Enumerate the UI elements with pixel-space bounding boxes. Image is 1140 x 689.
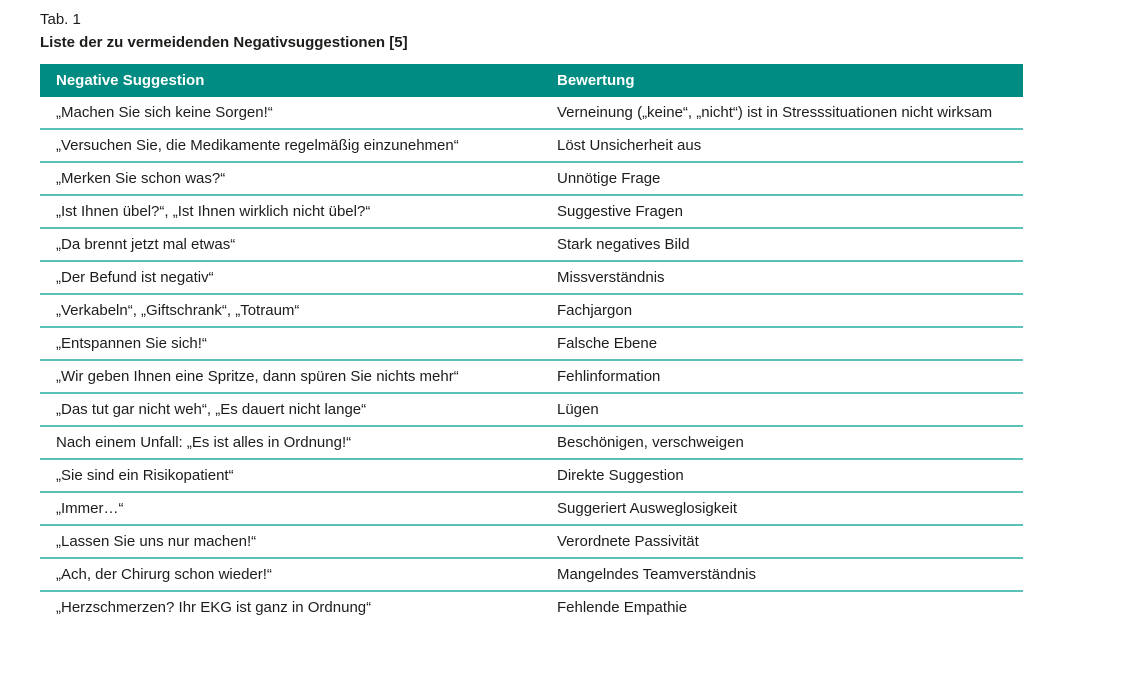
table-row: „Herzschmerzen? Ihr EKG ist ganz in Ordn…: [40, 591, 1023, 623]
table-title: Liste der zu vermeidenden Negativsuggest…: [40, 34, 408, 51]
bewertung-cell: Missverständnis: [557, 261, 1023, 295]
suggestion-cell: „Versuchen Sie, die Medikamente regelmäß…: [40, 129, 557, 163]
table-row: „Der Befund ist negativ“ Missverständnis: [40, 261, 1023, 295]
bewertung-cell: Direkte Suggestion: [557, 459, 1023, 493]
page: Tab. 1 Liste der zu vermeidenden Negativ…: [40, 8, 1023, 623]
bewertung-cell: Mangelndes Teamverständnis: [557, 558, 1023, 592]
bewertung-cell: Verordnete Passivität: [557, 525, 1023, 559]
table-row: „Lassen Sie uns nur machen!“ Verordnete P…: [40, 525, 1023, 559]
table-row: „Verkabeln“, „Giftschrank“, „Totraum“ Fac…: [40, 294, 1023, 328]
suggestion-cell: „Das tut gar nicht weh“, „Es dauert nich…: [40, 393, 557, 427]
suggestion-cell: „Lassen Sie uns nur machen!“: [40, 525, 557, 559]
bewertung-cell: Fehlinformation: [557, 360, 1023, 394]
bewertung-cell: Löst Unsicherheit aus: [557, 129, 1023, 163]
table-header-row: Negative Suggestion Bewertung: [40, 64, 1023, 97]
table-row: „Wir geben Ihnen eine Spritze, dann spür…: [40, 360, 1023, 394]
suggestion-cell: „Ach, der Chirurg schon wieder!“: [40, 558, 557, 592]
table-number: Tab. 1: [40, 11, 81, 28]
suggestion-cell: „Herzschmerzen? Ihr EKG ist ganz in Ordn…: [56, 599, 372, 616]
suggestion-cell: „Ist Ihnen übel?“, „Ist Ihnen wirklich n…: [40, 195, 557, 229]
suggestion-cell: „Wir geben Ihnen eine Spritze, dann spür…: [40, 360, 557, 394]
table-row: „Ach, der Chirurg schon wieder!“ Mangelnd…: [40, 558, 1023, 592]
bewertung-cell: Lügen: [557, 393, 1023, 427]
bewertung-cell: Verneinung („keine“, „nicht“) ist in Str…: [557, 97, 1023, 130]
table-row: „Immer…“ Suggeriert Ausweglosigkeit: [40, 492, 1023, 526]
table-row: „Entspannen Sie sich!“ Falsche Ebene: [40, 327, 1023, 361]
column-header-bewertung: Bewertung: [557, 64, 1023, 97]
bewertung-cell: Suggestive Fragen: [557, 195, 1023, 229]
suggestion-cell: „Immer…“: [40, 492, 557, 526]
table-caption: Tab. 1 Liste der zu vermeidenden Negativ…: [40, 8, 1023, 54]
bewertung-cell: Fachjargon: [557, 294, 1023, 328]
table-row: „Da brennt jetzt mal etwas“ Stark negativ…: [40, 228, 1023, 262]
table-row: Nach einem Unfall: „Es ist alles in Ordn…: [40, 426, 1023, 460]
suggestion-cell: „Da brennt jetzt mal etwas“: [40, 228, 557, 262]
table-body: „Machen Sie sich keine Sorgen!“ Verneinun…: [40, 97, 1023, 623]
table-row: „Machen Sie sich keine Sorgen!“ Verneinun…: [40, 97, 1023, 130]
bewertung-cell: Stark negatives Bild: [557, 228, 1023, 262]
suggestion-cell: „Verkabeln“, „Giftschrank“, „Totraum“: [40, 294, 557, 328]
table-row: „Merken Sie schon was?“ Unnötige Frage: [40, 162, 1023, 196]
table-row: „Ist Ihnen übel?“, „Ist Ihnen wirklich n…: [40, 195, 1023, 229]
table-row: „Sie sind ein Risikopatient“ Direkte Sugg…: [40, 459, 1023, 493]
bewertung-cell: Beschönigen, verschweigen: [557, 426, 1023, 460]
bewertung-cell: Fehlende Empathie: [557, 599, 688, 616]
suggestion-cell: Nach einem Unfall: „Es ist alles in Ordn…: [40, 426, 557, 460]
suggestion-cell: „Sie sind ein Risikopatient“: [40, 459, 557, 493]
negative-suggestions-table: Negative Suggestion Bewertung „Machen Si…: [40, 64, 1023, 623]
column-header-negative-suggestion: Negative Suggestion: [40, 64, 557, 97]
suggestion-cell: „Der Befund ist negativ“: [40, 261, 557, 295]
bewertung-cell: Falsche Ebene: [557, 327, 1023, 361]
suggestion-cell: „Entspannen Sie sich!“: [40, 327, 557, 361]
table-row: „Versuchen Sie, die Medikamente regelmäß…: [40, 129, 1023, 163]
bewertung-cell: Suggeriert Ausweglosigkeit: [557, 492, 1023, 526]
bewertung-cell: Unnötige Frage: [557, 162, 1023, 196]
suggestion-cell: „Merken Sie schon was?“: [40, 162, 557, 196]
suggestion-cell: „Machen Sie sich keine Sorgen!“: [40, 97, 557, 130]
table-row: „Das tut gar nicht weh“, „Es dauert nich…: [40, 393, 1023, 427]
